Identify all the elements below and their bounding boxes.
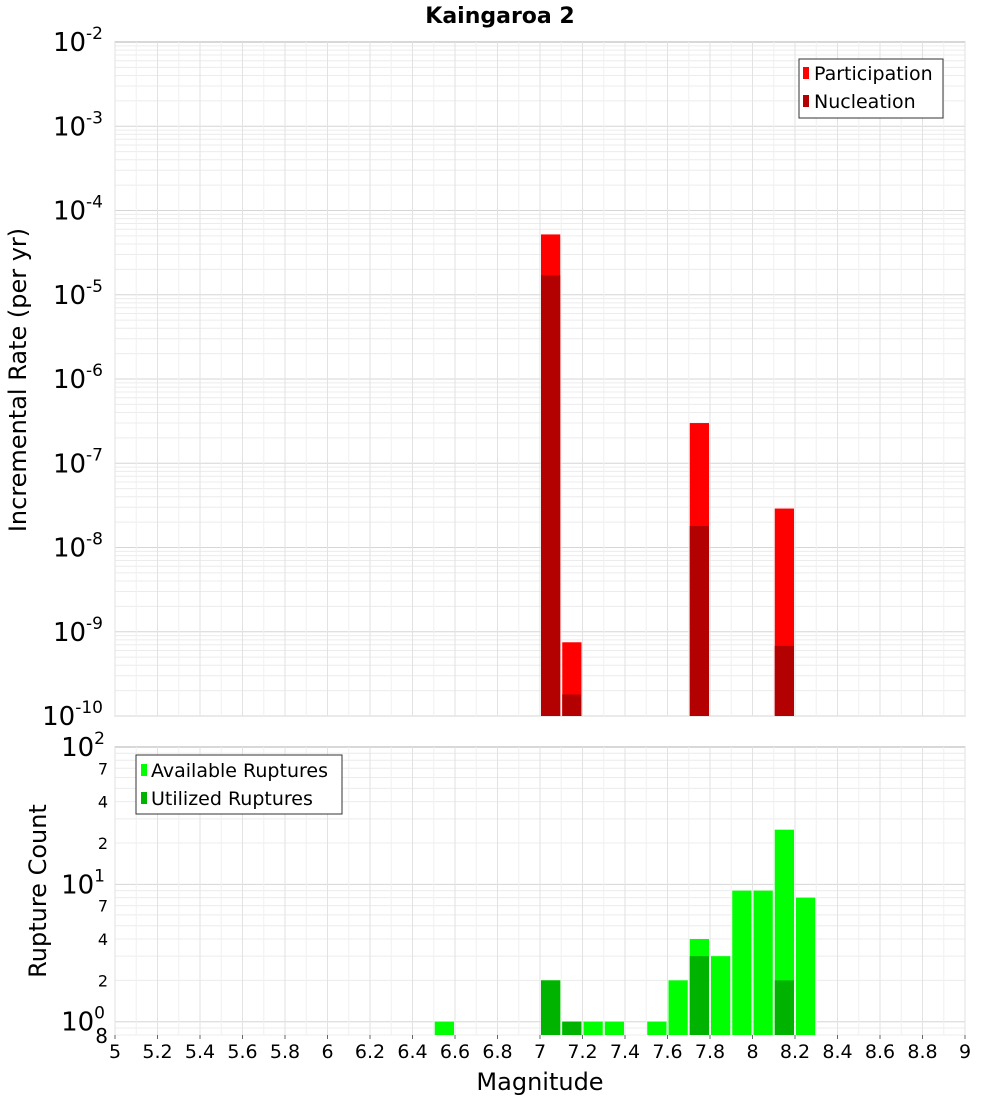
- count-y-major-tick-label: 102: [61, 729, 105, 763]
- count-bar-available-ruptures: [732, 890, 752, 1035]
- x-tick-label: 8: [746, 1041, 758, 1063]
- count-y-minor-tick-label: 7: [98, 897, 108, 916]
- count-gridlines: [114, 747, 966, 1036]
- count-bar-available-ruptures: [711, 956, 731, 1035]
- rate-y-axis-label: Incremental Rate (per yr): [4, 228, 32, 532]
- count-bar-utilized-ruptures: [689, 956, 709, 1035]
- rate-bar-nucleation: [562, 694, 582, 716]
- magnitude-x-tick-labels: 5 5.2 5.4 5.6 5.8 6 6.2 6.4 6.6 6.8 7 7.2 7.4 7.6 7.8 8…: [109, 1035, 971, 1063]
- count-bar-available-ruptures: [604, 1021, 624, 1035]
- x-tick-label: 6.2: [355, 1041, 385, 1063]
- legend-swatch-available: [141, 764, 147, 776]
- rate-y-tick-label: 10-10: [42, 698, 103, 732]
- rate-bar-nucleation: [689, 525, 709, 716]
- rate-chart-panel: 10-2 10-3 10-4 10-5 10-6 10-7 10-8 10-9 10-10 In…: [4, 24, 966, 732]
- x-tick-label: 8.4: [822, 1041, 852, 1063]
- count-y-tick-labels: 102 101 100 7 4 2 7 4 2 8: [61, 729, 108, 1048]
- rate-y-tick-label: 10-3: [53, 108, 103, 142]
- rate-bars: [541, 234, 794, 717]
- count-bar-utilized-ruptures: [774, 980, 794, 1035]
- rate-y-tick-label: 10-7: [53, 445, 103, 479]
- x-tick-label: 6.8: [482, 1041, 512, 1063]
- x-tick-label: 5.8: [270, 1041, 300, 1063]
- count-y-minor-tick-label: 2: [98, 834, 108, 853]
- count-y-minor-tick-label: 4: [98, 793, 108, 812]
- x-tick-label: 7.8: [695, 1041, 725, 1063]
- count-y-minor-tick-label: 8: [95, 1024, 108, 1048]
- x-tick-label: 5: [109, 1041, 121, 1063]
- x-axis-label: Magnitude: [476, 1068, 603, 1096]
- x-tick-label: 7.6: [652, 1041, 682, 1063]
- rate-legend-box: [798, 58, 944, 119]
- rate-gridlines: [114, 42, 966, 717]
- count-y-minor-tick-label: 7: [98, 759, 108, 778]
- x-tick-label: 7.2: [567, 1041, 597, 1063]
- x-tick-label: 6.6: [440, 1041, 470, 1063]
- count-y-minor-tick-label: 2: [98, 971, 108, 990]
- count-bar-available-ruptures: [796, 897, 816, 1035]
- count-y-axis-label: Rupture Count: [24, 804, 52, 978]
- rate-legend: Participation Nucleation: [798, 58, 944, 119]
- x-tick-label: 5.6: [227, 1041, 257, 1063]
- rate-bar-nucleation: [541, 275, 561, 716]
- x-tick-label: 8.6: [865, 1041, 895, 1063]
- x-tick-label: 5.2: [142, 1041, 172, 1063]
- rate-y-tick-label: 10-9: [53, 614, 103, 648]
- x-tick-label: 8.2: [780, 1041, 810, 1063]
- x-tick-label: 7: [534, 1041, 546, 1063]
- rate-y-tick-label: 10-6: [53, 361, 103, 395]
- count-y-major-tick-label: 101: [61, 866, 105, 900]
- count-bar-utilized-ruptures: [541, 980, 561, 1035]
- legend-label-participation: Participation: [814, 63, 933, 85]
- x-tick-label: 6: [321, 1041, 333, 1063]
- legend-label-available: Available Ruptures: [151, 760, 328, 782]
- count-bars: [434, 829, 816, 1035]
- legend-swatch-utilized: [141, 792, 147, 804]
- count-y-major-tick-label: 100: [61, 1004, 105, 1038]
- count-bar-available-ruptures: [647, 1021, 667, 1035]
- legend-swatch-participation: [803, 67, 809, 79]
- rate-y-tick-label: 10-4: [53, 193, 103, 227]
- rate-y-tick-label: 10-2: [53, 24, 103, 58]
- x-tick-label: 9: [959, 1041, 971, 1063]
- rate-y-tick-label: 10-8: [53, 530, 103, 564]
- count-bar-utilized-ruptures: [562, 1021, 582, 1035]
- rate-y-tick-labels: 10-2 10-3 10-4 10-5 10-6 10-7 10-8 10-9 10-10: [42, 24, 103, 732]
- count-bar-available-ruptures: [583, 1021, 603, 1035]
- count-legend-box: [135, 754, 343, 815]
- legend-label-nucleation: Nucleation: [814, 91, 916, 113]
- x-tick-label: 8.8: [907, 1041, 937, 1063]
- rate-bar-nucleation: [774, 645, 794, 716]
- count-bar-available-ruptures: [753, 890, 773, 1035]
- legend-swatch-nucleation: [803, 95, 809, 107]
- count-y-minor-tick-label: 4: [98, 930, 108, 949]
- x-tick-label: 6.4: [397, 1041, 427, 1063]
- rate-y-tick-label: 10-5: [53, 277, 103, 311]
- x-tick-label: 5.4: [185, 1041, 215, 1063]
- count-chart-panel: 102 101 100 7 4 2 7 4 2 8 5 5.2 5.4 5.6 5.8 6 6.2 6.4 6.6…: [24, 729, 971, 1096]
- x-tick-label: 7.4: [610, 1041, 640, 1063]
- legend-label-utilized: Utilized Ruptures: [151, 788, 313, 810]
- count-legend: Available Ruptures Utilized Ruptures: [135, 754, 343, 815]
- count-bar-available-ruptures: [434, 1021, 454, 1035]
- chart-title: Kaingaroa 2: [425, 4, 574, 29]
- count-bar-available-ruptures: [668, 980, 688, 1035]
